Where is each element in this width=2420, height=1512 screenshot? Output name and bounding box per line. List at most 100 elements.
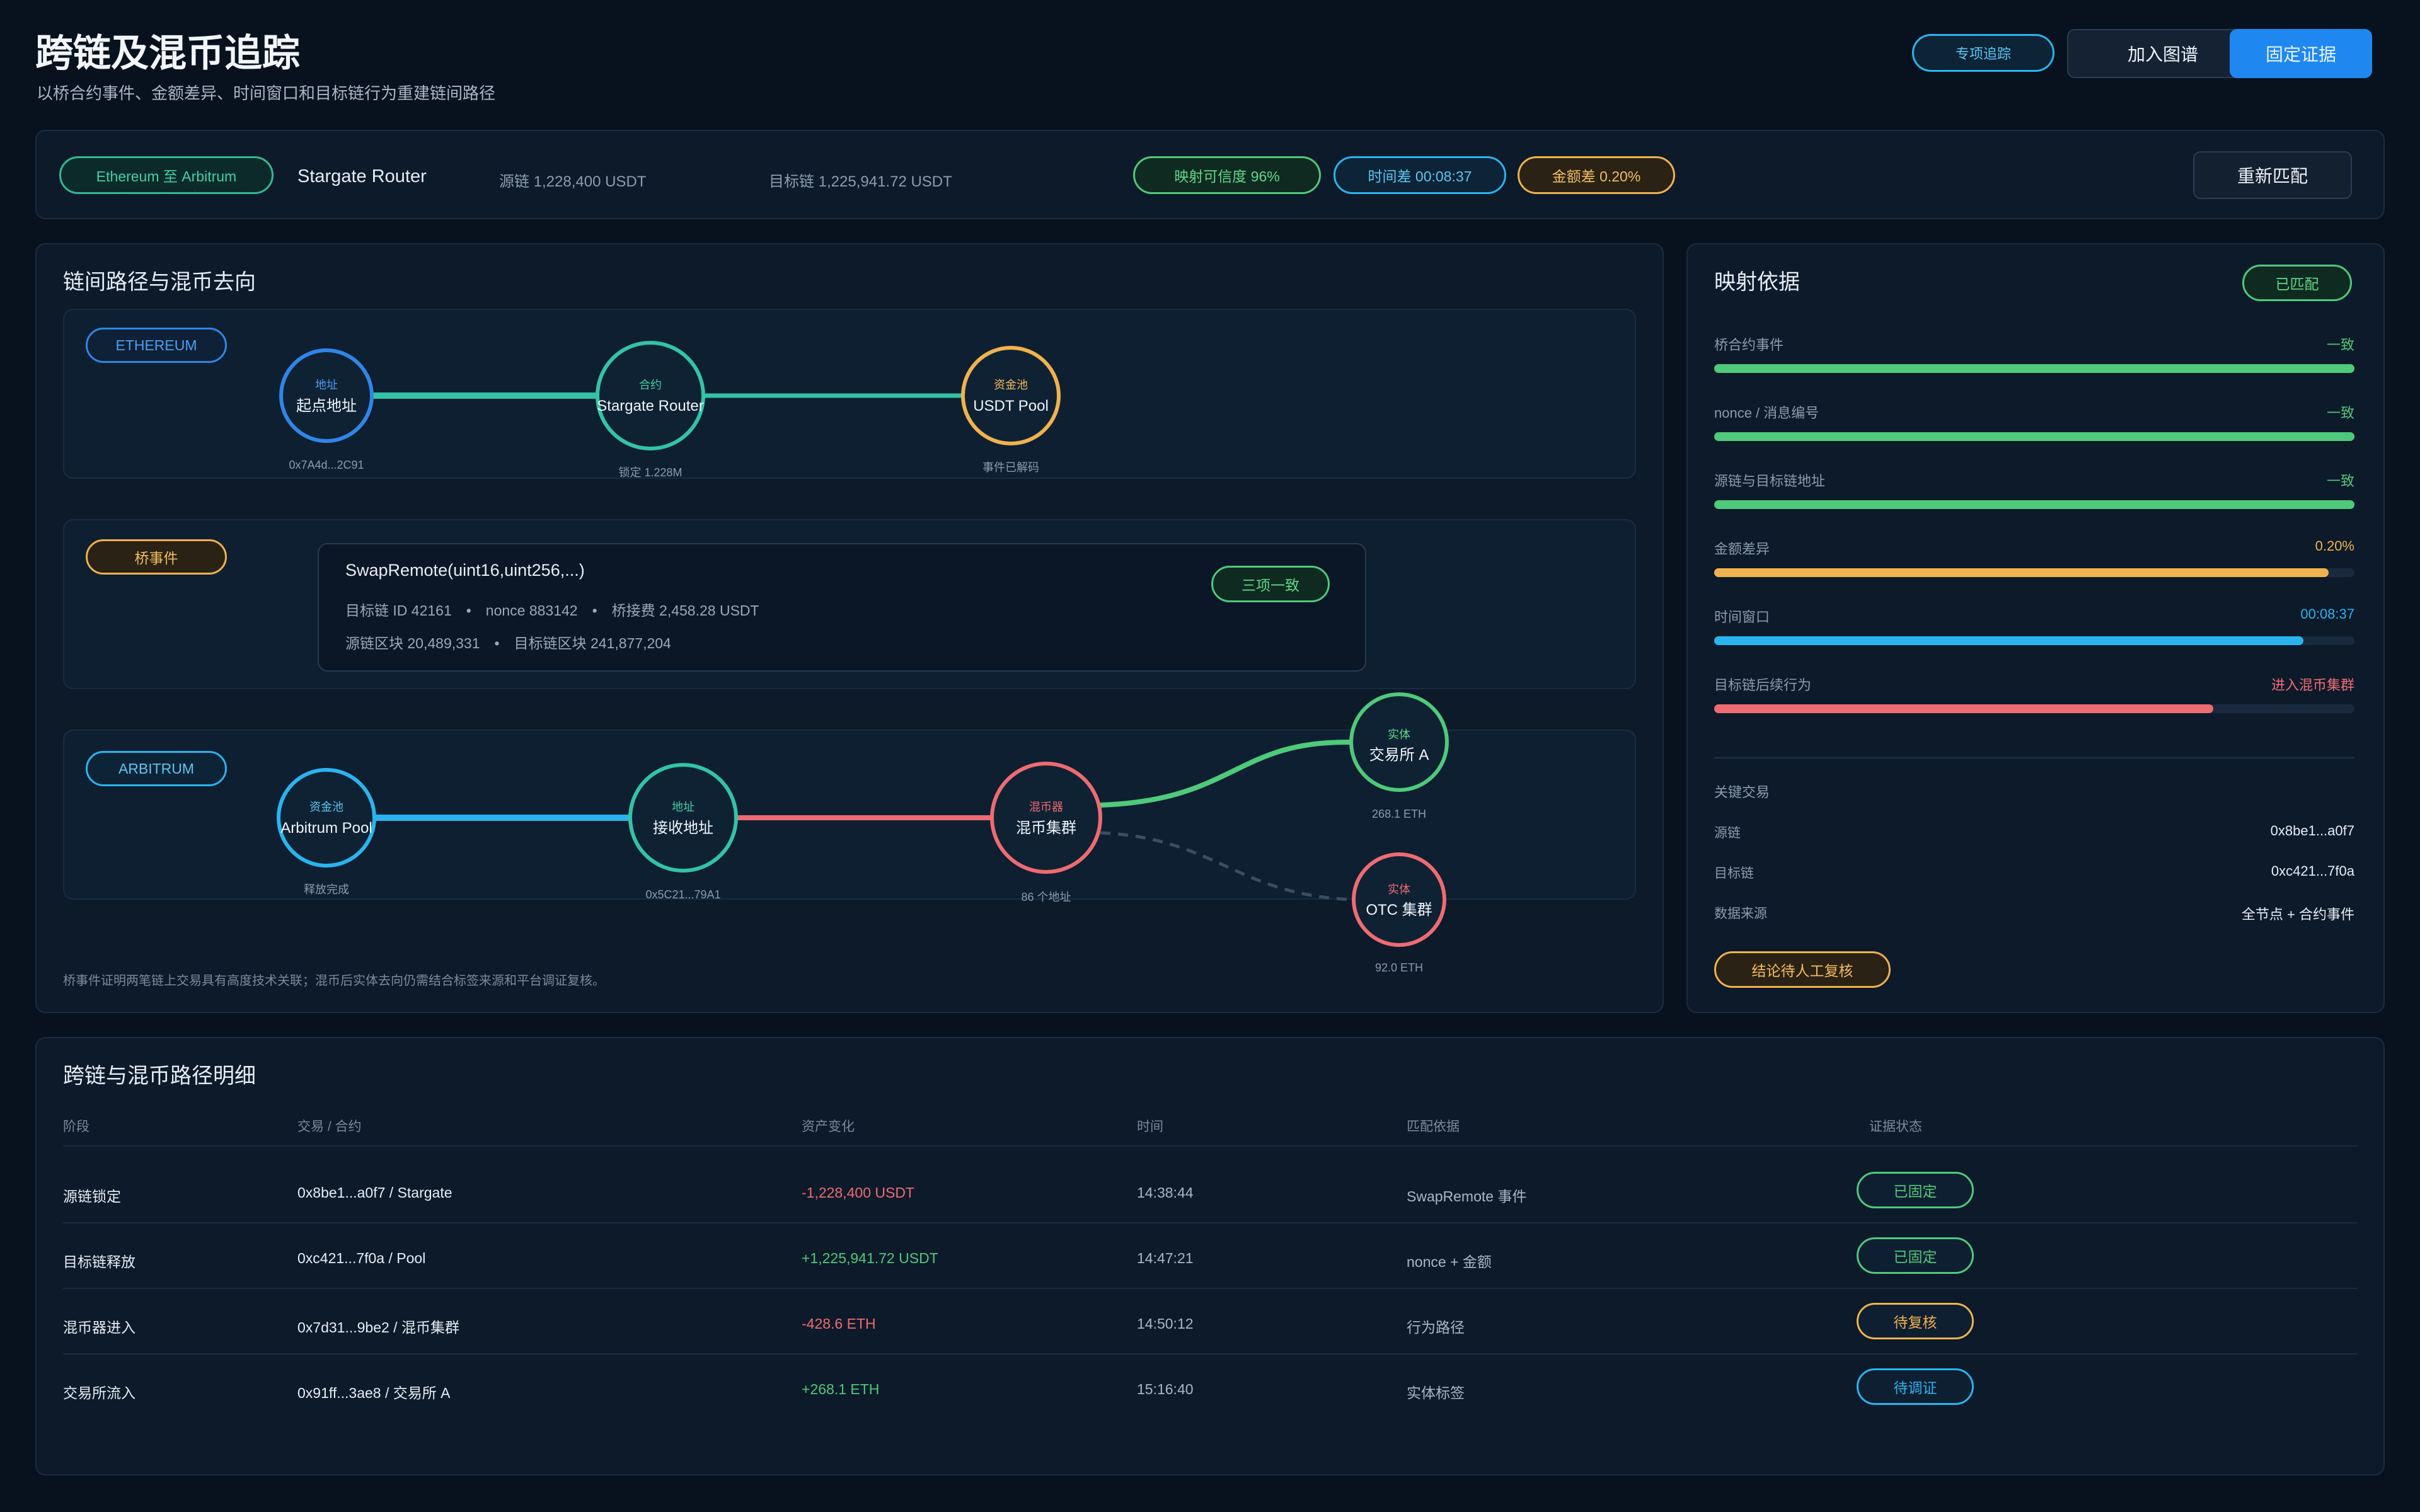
evidence-status-badge[interactable]: 待调证 — [1857, 1368, 1974, 1405]
mapping-item-label: 目标链后续行为 — [1714, 677, 1812, 693]
amount-diff-badge: 金额差 0.20% — [1518, 156, 1675, 194]
key-tx-value[interactable]: 0x8be1...a0f7 — [2270, 823, 2354, 839]
node-exchange-caption: 268.1 ETH — [1372, 808, 1426, 820]
mapping-item-value: 一致 — [2326, 405, 2354, 421]
table-cell-change: -428.6 ETH — [802, 1315, 876, 1332]
node-origin-caption: 0x7A4d...2C91 — [289, 459, 364, 471]
event-line-2: 源链区块 20,489,331 • 目标链区块 241,877,204 — [345, 635, 671, 651]
mapping-item-bar — [1714, 364, 2354, 373]
key-tx-value[interactable]: 0xc421...7f0a — [2271, 863, 2354, 879]
table-row-divider — [63, 1288, 2357, 1289]
event-tag: 桥事件 — [86, 539, 227, 575]
node-otc-caption: 92.0 ETH — [1375, 961, 1423, 974]
router-name: Stargate Router — [297, 166, 427, 186]
table-column-header: 交易 / 合约 — [297, 1120, 362, 1134]
mapping-item-label: nonce / 消息编号 — [1714, 405, 1819, 421]
mapping-item-bar-fill — [1714, 432, 2354, 441]
page-subtitle: 以桥合约事件、金额差异、时间窗口和目标链行为重建链间路径 — [37, 84, 496, 103]
node-router-caption: 锁定 1.228M — [618, 466, 682, 479]
evidence-status-badge[interactable]: 待复核 — [1857, 1303, 1974, 1339]
evidence-status-badge[interactable]: 已固定 — [1857, 1172, 1974, 1208]
pending-review-button[interactable]: 结论待人工复核 — [1714, 951, 1891, 988]
mapping-item-value: 00:08:37 — [2300, 606, 2354, 622]
mapping-item-bar — [1714, 704, 2354, 713]
node-otc-type: 实体 — [1388, 883, 1410, 896]
mapping-item-bar — [1714, 500, 2354, 509]
evidence-status-badge[interactable]: 已固定 — [1857, 1237, 1974, 1274]
node-arb-pool: 资金池 Arbitrum Pool — [277, 768, 376, 868]
mapping-divider — [1714, 757, 2354, 759]
mapping-item-label: 桥合约事件 — [1714, 337, 1784, 353]
node-otc-name: OTC 集群 — [1366, 902, 1432, 919]
table-cell-change: -1,228,400 USDT — [802, 1184, 914, 1201]
table-row-divider — [63, 1222, 2357, 1223]
table-column-header: 阶段 — [63, 1120, 89, 1134]
node-origin-type: 地址 — [315, 379, 338, 391]
node-usdt-pool-type: 资金池 — [994, 379, 1028, 391]
source-amount: 源链 1,228,400 USDT — [499, 173, 647, 190]
event-card — [318, 543, 1366, 672]
node-router: 合约 Stargate Router — [596, 341, 705, 450]
mapping-item-bar — [1714, 568, 2354, 577]
node-exchange: 实体 交易所 A — [1349, 692, 1449, 792]
matched-badge: 已匹配 — [2242, 265, 2352, 301]
mapping-item-value: 一致 — [2326, 473, 2354, 489]
table-cell-tx: 0x8be1...a0f7 / Stargate — [297, 1184, 452, 1201]
table-header-divider — [63, 1145, 2357, 1147]
graph-title: 链间路径与混币去向 — [63, 270, 256, 294]
node-mixer-type: 混币器 — [1029, 801, 1063, 813]
mapping-item-bar-fill — [1714, 636, 2303, 645]
table-cell-basis: 实体标签 — [1407, 1385, 1465, 1401]
page-title: 跨链及混币追踪 — [35, 32, 300, 74]
key-tx-label: 目标链 — [1714, 866, 1754, 881]
add-graph-button[interactable]: 加入图谱 — [2067, 29, 2259, 78]
node-router-type: 合约 — [639, 379, 662, 391]
table-title: 跨链与混币路径明细 — [63, 1064, 256, 1088]
table-cell-stage: 目标链释放 — [63, 1254, 135, 1270]
table-cell-time: 14:47:21 — [1137, 1250, 1194, 1266]
table-column-header: 资产变化 — [802, 1120, 855, 1134]
edge-mixer-otc — [1100, 831, 1353, 902]
table-cell-change: +268.1 ETH — [802, 1381, 880, 1397]
table-cell-tx: 0x91ff...3ae8 / 交易所 A — [297, 1385, 451, 1401]
table-cell-basis: SwapRemote 事件 — [1407, 1188, 1527, 1205]
table-cell-stage: 混币器进入 — [63, 1319, 135, 1336]
table-cell-tx: 0xc421...7f0a / Pool — [297, 1250, 426, 1266]
fix-evidence-button[interactable]: 固定证据 — [2230, 29, 2372, 78]
node-exchange-type: 实体 — [1388, 728, 1410, 741]
ethereum-tag: ETHEREUM — [86, 328, 227, 363]
table-column-header: 匹配依据 — [1407, 1120, 1460, 1134]
node-arb-pool-type: 资金池 — [309, 801, 343, 813]
node-receiver-type: 地址 — [672, 801, 694, 813]
mapping-item-value: 进入混币集群 — [2271, 677, 2354, 693]
node-arb-pool-name: Arbitrum Pool — [280, 820, 372, 837]
event-line-1: 目标链 ID 42161 • nonce 883142 • 桥接费 2,458.… — [345, 602, 759, 619]
mapping-item-bar-fill — [1714, 364, 2354, 373]
node-otc: 实体 OTC 集群 — [1352, 852, 1446, 947]
table-row-divider — [63, 1353, 2357, 1354]
table-column-header: 时间 — [1137, 1120, 1163, 1134]
mapping-item-value: 0.20% — [2315, 538, 2354, 554]
mapping-item-bar-fill — [1714, 568, 2329, 577]
mapping-item-bar — [1714, 432, 2354, 441]
node-origin-name: 起点地址 — [296, 398, 357, 415]
node-router-name: Stargate Router — [597, 398, 703, 415]
key-tx-label: 数据来源 — [1714, 907, 1767, 921]
time-diff-badge: 时间差 00:08:37 — [1334, 156, 1506, 194]
table-cell-tx: 0x7d31...9be2 / 混币集群 — [297, 1319, 459, 1336]
node-usdt-pool-name: USDT Pool — [973, 398, 1049, 415]
mapping-title: 映射依据 — [1714, 270, 1800, 294]
node-exchange-name: 交易所 A — [1369, 747, 1429, 764]
node-receiver: 地址 接收地址 — [628, 763, 738, 873]
mapping-item-bar-fill — [1714, 704, 2214, 713]
node-mixer-caption: 86 个地址 — [1021, 891, 1071, 903]
table-cell-time: 14:50:12 — [1137, 1315, 1194, 1332]
node-mixer: 混币器 混币集群 — [990, 762, 1102, 874]
table-cell-stage: 交易所流入 — [63, 1385, 135, 1401]
mapping-item-bar-fill — [1714, 500, 2354, 509]
rematch-button[interactable]: 重新匹配 — [2193, 151, 2352, 199]
key-tx-title: 关键交易 — [1714, 784, 1770, 800]
track-button[interactable]: 专项追踪 — [1912, 34, 2054, 72]
event-consistency-badge: 三项一致 — [1211, 566, 1330, 602]
